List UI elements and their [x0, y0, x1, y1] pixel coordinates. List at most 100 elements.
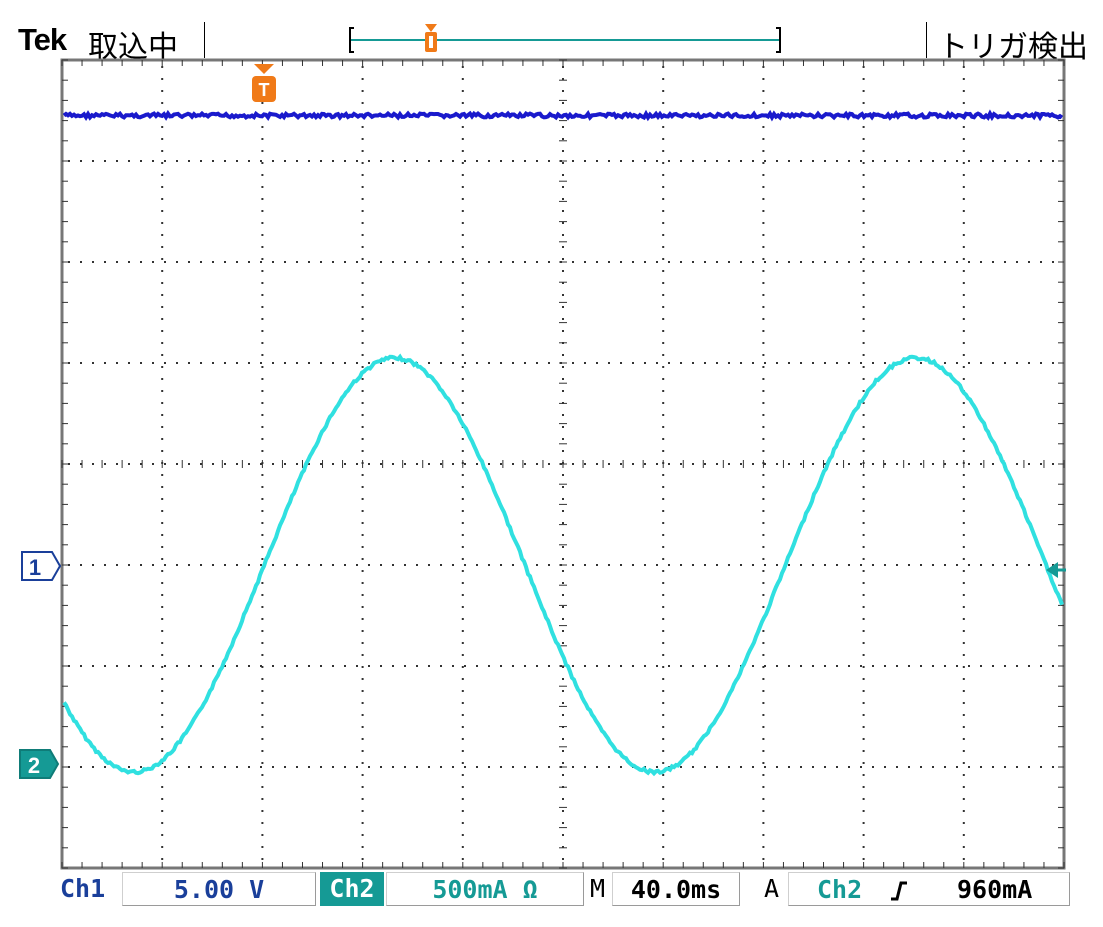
grid-dot [860, 463, 862, 465]
grid-dot [116, 564, 118, 566]
grid-dot [161, 738, 164, 740]
grid-dot [908, 463, 910, 465]
grid-dot [716, 463, 718, 465]
grid-dot [662, 690, 665, 692]
grid-dot [361, 294, 364, 296]
grid-dot [272, 766, 274, 768]
grid-dot [668, 362, 670, 364]
grid-dot [812, 564, 814, 566]
grid-dot [248, 564, 250, 566]
grid-dot [361, 702, 364, 704]
grid-dot [862, 666, 865, 668]
grid-dot [862, 702, 865, 704]
grid-dot [80, 261, 82, 263]
grid-dot [862, 402, 865, 404]
grid-dot [962, 798, 965, 800]
grid-dot [361, 822, 364, 824]
grid-dot [161, 810, 164, 812]
grid-dot [800, 261, 802, 263]
grid-dot [862, 66, 865, 68]
ch2-label[interactable]: Ch2 [320, 872, 384, 906]
grid-dot [872, 261, 874, 263]
grid-dot [176, 665, 178, 667]
grid-dot [962, 306, 965, 308]
grid-dot [1052, 160, 1054, 162]
grid-dot [762, 666, 765, 668]
grid-dot [428, 261, 430, 263]
timebase-readout[interactable]: 40.0ms [612, 872, 740, 906]
grid-dot [762, 642, 765, 644]
grid-dot [361, 162, 364, 164]
grid-dot [140, 261, 142, 263]
ch1-label[interactable]: Ch1 [60, 874, 106, 903]
grid-dot [562, 666, 564, 668]
grid-dot [452, 564, 454, 566]
grid-dot [92, 463, 94, 465]
grid-dot [762, 858, 765, 860]
grid-dot [461, 78, 464, 80]
grid-dot [200, 362, 202, 364]
grid-dot [562, 474, 564, 476]
grid-dot [662, 450, 665, 452]
grid-dot [572, 362, 574, 364]
grid-dot [962, 138, 965, 140]
grid-dot [740, 766, 742, 768]
grid-dot [1028, 261, 1030, 263]
grid-dot [92, 261, 94, 263]
grid-dot [862, 390, 865, 392]
grid-dot [272, 665, 274, 667]
grid-dot [962, 522, 965, 524]
grid-dot [662, 570, 665, 572]
grid-dot [656, 665, 658, 667]
grid-dot [361, 774, 364, 776]
grid-dot [812, 160, 814, 162]
grid-dot [236, 261, 238, 263]
grid-dot [962, 342, 965, 344]
grid-dot [860, 261, 862, 263]
grid-dot [962, 450, 965, 452]
grid-dot [356, 564, 358, 566]
grid-dot [884, 160, 886, 162]
ch1-ground-marker: 1 [21, 551, 62, 581]
grid-dot [962, 762, 965, 764]
grid-dot [862, 570, 865, 572]
grid-dot [332, 665, 334, 667]
grid-dot [656, 261, 658, 263]
grid-dot [836, 463, 838, 465]
grid-dot [524, 665, 526, 667]
grid-dot [461, 354, 464, 356]
ch1-scale[interactable]: 5.00 V [122, 872, 316, 906]
grid-dot [572, 463, 574, 465]
grid-dot [812, 665, 814, 667]
grid-dot [584, 665, 586, 667]
grid-dot [161, 714, 164, 716]
grid-dot [608, 261, 610, 263]
grid-dot [562, 90, 564, 92]
grid-dot [161, 354, 164, 356]
grid-dot [356, 261, 358, 263]
grid-dot [261, 198, 264, 200]
ch1-marker-label: 1 [29, 555, 41, 580]
grid-dot [862, 138, 865, 140]
grid-dot [662, 810, 665, 812]
grid-dot [1016, 766, 1018, 768]
grid-dot [848, 160, 850, 162]
grid-dot [704, 160, 706, 162]
grid-dot [788, 160, 790, 162]
grid-dot [1016, 160, 1018, 162]
trigger-readout[interactable]: Ch2 960mA [788, 872, 1070, 906]
grid-dot [584, 766, 586, 768]
grid-dot [562, 606, 564, 608]
grid-dot [800, 564, 802, 566]
grid-dot [548, 766, 550, 768]
grid-dot [261, 630, 264, 632]
grid-dot [662, 738, 665, 740]
grid-dot [452, 362, 454, 364]
grid-dot [862, 846, 865, 848]
grid-dot [161, 306, 164, 308]
grid-dot [261, 258, 264, 260]
grid-dot [662, 702, 665, 704]
grid-dot [662, 318, 665, 320]
grid-dot [812, 362, 814, 364]
ch2-scale[interactable]: 500mA Ω [386, 872, 584, 906]
